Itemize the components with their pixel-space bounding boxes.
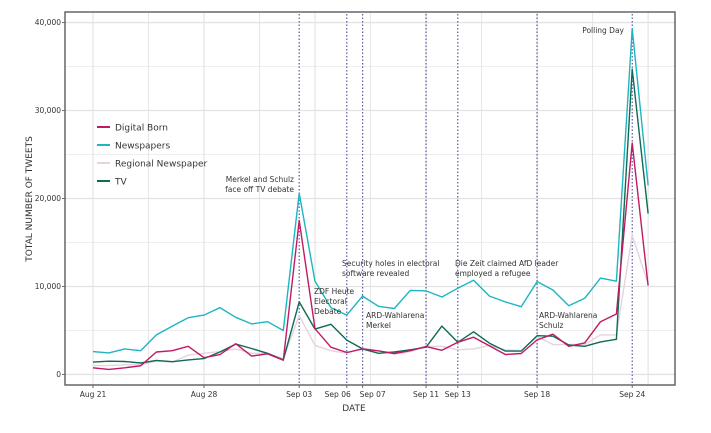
annotation-line: Merkel and Schulz (226, 175, 294, 184)
y-tick-label: 20,000 (35, 194, 61, 203)
x-axis-ticks: Aug 21 Aug 28 Sep 03 Sep 06 Sep 07 Sep 11 Sep … (80, 385, 645, 399)
series-line-tv (92, 68, 649, 364)
legend-label: Digital Born (115, 124, 168, 134)
annotation-label: ARD-Wahlarena Merkel (366, 311, 424, 330)
annotation-label: Polling Day (582, 26, 624, 35)
annotation-label: ZDF Heute Electoral Debate (314, 287, 355, 316)
x-tick-label: Sep 18 (524, 390, 550, 399)
annotation-line: Schulz (539, 321, 563, 330)
series-line-newspapers (92, 28, 649, 354)
annotation-line: Security holes in electoral (342, 259, 439, 268)
legend: Digital Born Newspapers Regional Newspaper… (97, 124, 207, 188)
annotations: Merkel and Schulz face off TV debate ZDF H… (225, 26, 624, 330)
annotation-label: ARD-Wahlarena Schulz (539, 311, 597, 330)
annotation-label: Security holes in electoral software reve… (342, 259, 439, 278)
annotation-line: Electoral (314, 297, 347, 306)
y-tick-label: 10,000 (35, 282, 61, 291)
series-lines (92, 28, 649, 371)
grid (65, 12, 675, 385)
x-tick-label: Sep 07 (360, 390, 386, 399)
legend-label: Regional Newspaper (115, 160, 207, 170)
x-tick-label: Sep 06 (325, 390, 351, 399)
event-lines (298, 14, 633, 385)
legend-label: Newspapers (115, 142, 170, 152)
annotation-line: ARD-Wahlarena (539, 311, 597, 320)
annotation-line: employed a refugee (455, 269, 531, 278)
x-tick-label: Sep 03 (286, 390, 312, 399)
annotation-line: ZDF Heute (314, 287, 355, 296)
annotation-line: Merkel (366, 321, 391, 330)
series-line-digital-born (92, 142, 649, 371)
annotation-line: Die Zeit claimed AfD leader (455, 259, 559, 268)
annotation-label: Merkel and Schulz face off TV debate (225, 175, 294, 194)
annotation-line: face off TV debate (225, 185, 294, 194)
x-tick-label: Aug 28 (191, 390, 218, 399)
y-axis-title: TOTAL NUMBER OF TWEETS (25, 136, 35, 263)
x-tick-label: Sep 24 (619, 390, 645, 399)
y-axis-ticks: 0 10,000 20,000 30,000 40,000 (35, 18, 65, 379)
annotation-label: Die Zeit claimed AfD leader employed a re… (455, 259, 559, 278)
y-tick-label: 40,000 (35, 18, 61, 27)
annotation-line: Debate (314, 307, 342, 316)
y-tick-label: 30,000 (35, 106, 61, 115)
legend-label: TV (114, 178, 127, 188)
y-tick-label: 0 (56, 370, 61, 379)
x-tick-label: Sep 11 (413, 390, 439, 399)
x-axis-title: DATE (342, 404, 366, 414)
annotation-line: ARD-Wahlarena (366, 311, 424, 320)
annotation-line: Polling Day (582, 26, 624, 35)
x-tick-label: Aug 21 (80, 390, 107, 399)
annotation-line: software revealed (342, 269, 409, 278)
x-tick-label: Sep 13 (445, 390, 471, 399)
